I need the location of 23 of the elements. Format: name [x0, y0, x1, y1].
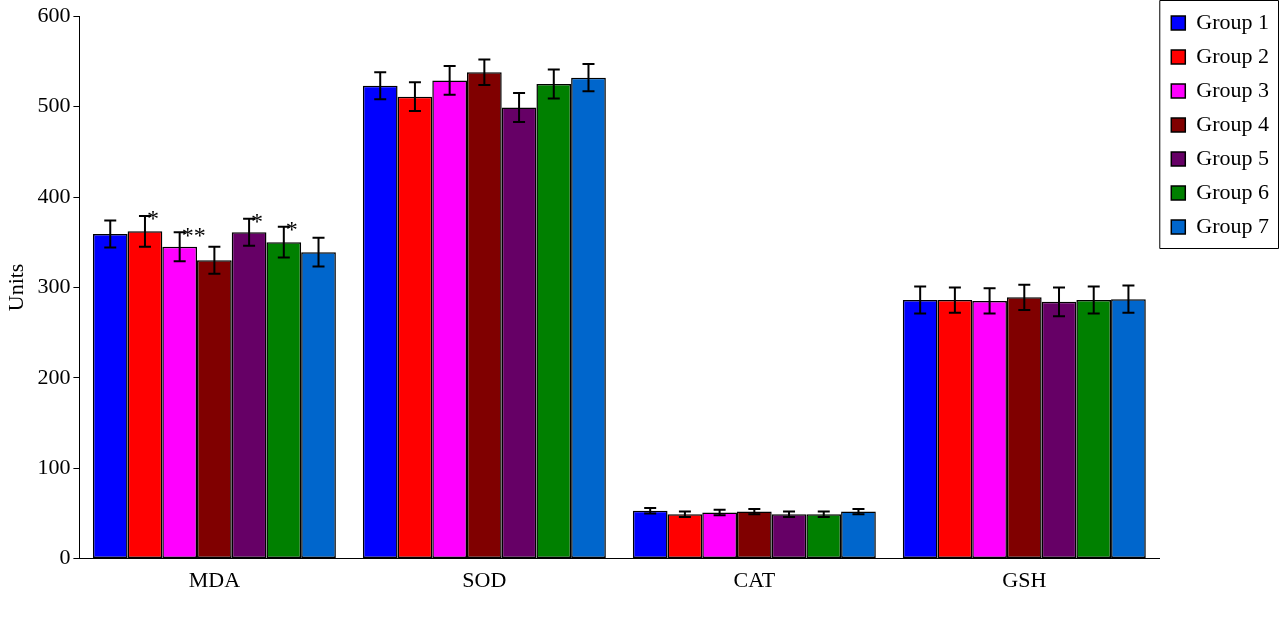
- y-tick-label: 300: [37, 273, 71, 299]
- y-axis-title: Units: [2, 263, 28, 312]
- y-tick-label: 500: [37, 92, 71, 118]
- legend-label: Group 7: [1196, 212, 1269, 238]
- data-label: **: [181, 221, 206, 248]
- y-tick-label: 400: [37, 182, 71, 208]
- y-tick-label: 200: [37, 363, 71, 389]
- data-label: *: [146, 205, 159, 232]
- x-tick-label: GSH: [1002, 566, 1047, 592]
- legend-label: Group 1: [1196, 8, 1269, 34]
- x-tick-label: SOD: [462, 566, 507, 592]
- data-label: *: [285, 216, 298, 243]
- data-label: *: [251, 207, 264, 234]
- legend-label: Group 3: [1196, 76, 1269, 102]
- legend-label: Group 2: [1196, 42, 1269, 68]
- x-tick-label: MDA: [188, 566, 241, 592]
- legend-label: Group 5: [1196, 144, 1269, 170]
- y-tick-label: 600: [37, 1, 71, 27]
- y-tick-label: 100: [37, 453, 71, 479]
- y-tick-label: 0: [59, 544, 71, 570]
- x-tick-label: CAT: [733, 566, 776, 592]
- legend-label: Group 6: [1196, 178, 1269, 204]
- legend-label: Group 4: [1196, 110, 1269, 136]
